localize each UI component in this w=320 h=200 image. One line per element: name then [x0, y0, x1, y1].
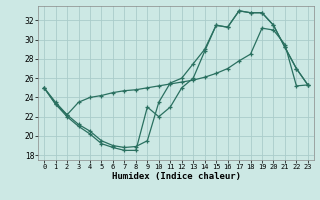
X-axis label: Humidex (Indice chaleur): Humidex (Indice chaleur) — [111, 172, 241, 181]
